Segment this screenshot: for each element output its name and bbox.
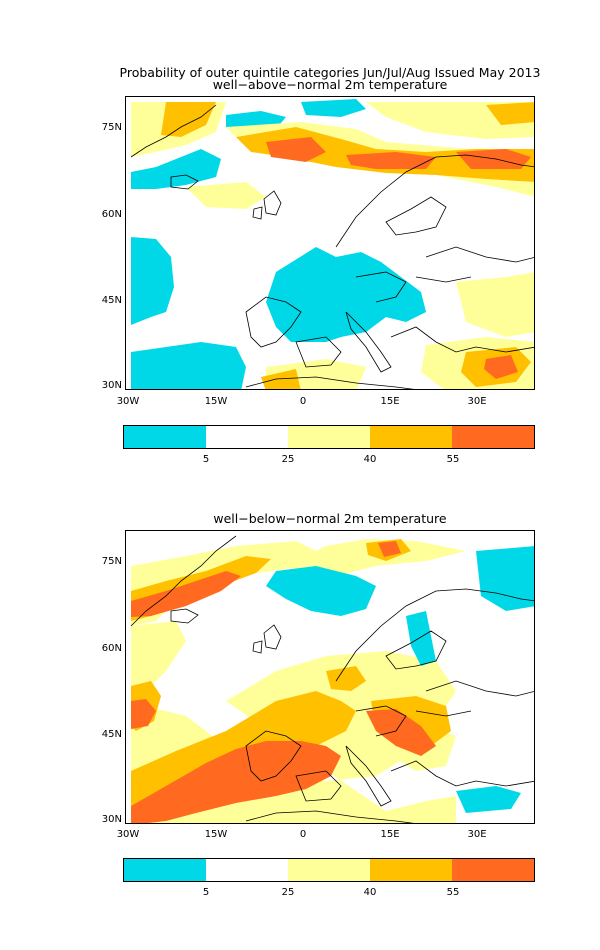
cb2-label-25: 25 [281,887,295,898]
cb2-label-5: 5 [202,887,210,898]
colorbar2-seg-lightyellow [288,859,370,881]
colorbar-seg-cyan [124,426,206,448]
lat-label-45n-2: 45N [101,729,122,740]
lon-label-15w: 15W [204,396,228,407]
lat-label-30n: 30N [101,380,122,391]
above-cyan-regions [131,99,426,389]
colorbar-seg-white [206,426,288,448]
cb2-label-40: 40 [363,887,377,898]
panel1-subtitle: well−above−normal 2m temperature [212,77,448,92]
cb1-label-5: 5 [202,454,210,465]
lon-label-30e: 30E [467,396,487,407]
lat-label-75n-2: 75N [101,556,122,567]
above-coastlines [130,104,534,389]
lat-label-45n: 45N [101,295,122,306]
map-panel-above [125,96,535,390]
map-below-svg [130,535,534,823]
below-cyan-regions [266,546,534,813]
lon-label-30w: 30W [116,396,140,407]
cb2-label-55: 55 [446,887,460,898]
figure-title: Probability of outer quintile categories… [119,65,541,80]
panel2-subtitle: well−below−normal 2m temperature [213,511,447,526]
below-coastlines [130,535,534,823]
lon-label-15w-2: 15W [204,829,228,840]
lon-label-15e-2: 15E [380,829,400,840]
colorbar-seg-gold [370,426,452,448]
above-orange-regions [266,137,531,379]
cb1-label-55: 55 [446,454,460,465]
below-orange-regions [131,541,436,823]
lon-label-30e-2: 30E [467,829,487,840]
colorbar-above [123,425,535,449]
lat-label-75n: 75N [101,122,122,133]
colorbar2-seg-orange [452,859,534,881]
cb1-label-40: 40 [363,454,377,465]
lon-label-0: 0 [299,396,307,407]
colorbar2-seg-gold [370,859,452,881]
colorbar2-seg-cyan [124,859,206,881]
lon-label-15e: 15E [380,396,400,407]
map-above-svg [130,99,534,389]
lat-label-60n-2: 60N [101,643,122,654]
colorbar-seg-lightyellow [288,426,370,448]
cb1-label-25: 25 [281,454,295,465]
map-panel-below [125,530,535,824]
colorbar-seg-orange [452,426,534,448]
lon-label-0-2: 0 [299,829,307,840]
lat-label-30n-2: 30N [101,814,122,825]
colorbar-below [123,858,535,882]
colorbar2-seg-white [206,859,288,881]
lon-label-30w-2: 30W [116,829,140,840]
lat-label-60n: 60N [101,209,122,220]
